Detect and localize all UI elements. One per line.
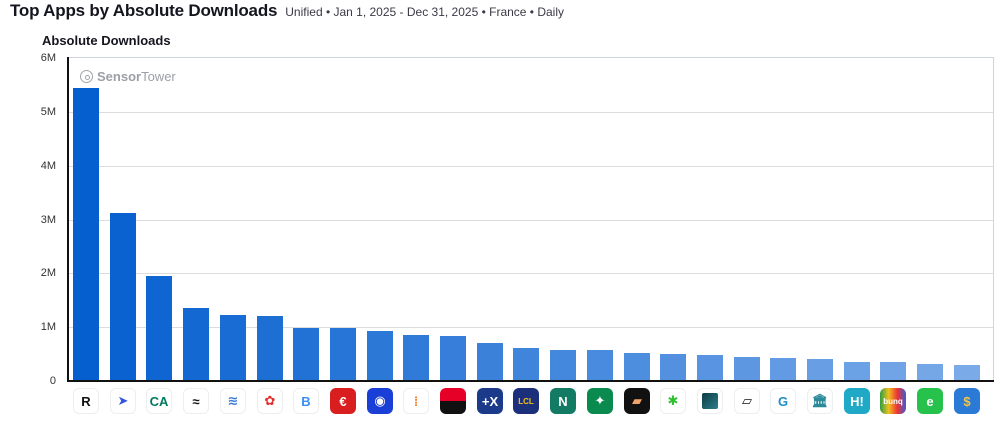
bar[interactable] [917, 364, 943, 381]
gridline [69, 112, 993, 113]
green-figure-app-icon[interactable]: ✱ [660, 388, 686, 414]
y-tick-label: 3M [40, 214, 56, 226]
caisse-epargne-icon[interactable]: € [330, 388, 356, 414]
bar[interactable] [844, 362, 870, 381]
blue-rounded-app-icon[interactable]: ◉ [367, 388, 393, 414]
plot-area [67, 57, 994, 382]
sensortower-watermark: Sensor Tower [80, 69, 176, 84]
bar[interactable] [73, 88, 99, 381]
bar[interactable] [183, 308, 209, 381]
lcl-icon[interactable]: LCL [513, 388, 539, 414]
banque-populaire-icon[interactable]: ≋ [220, 388, 246, 414]
bar[interactable] [734, 357, 760, 381]
bar[interactable] [660, 354, 686, 381]
hello-bank-icon[interactable]: H! [844, 388, 870, 414]
black-mark-app-icon[interactable]: ≈ [183, 388, 209, 414]
bar[interactable] [550, 350, 576, 381]
bar[interactable] [587, 350, 613, 381]
black-card-app-icon[interactable]: ▱ [734, 388, 760, 414]
bar[interactable] [624, 353, 650, 381]
societe-generale-icon[interactable] [440, 388, 466, 414]
bar[interactable] [477, 343, 503, 381]
gridline [69, 273, 993, 274]
bar[interactable] [954, 365, 980, 381]
bnp-paribas-icon[interactable]: ✦ [587, 388, 613, 414]
gridline [69, 327, 993, 328]
nickel-icon[interactable]: N [550, 388, 576, 414]
y-tick-label: 0 [49, 375, 56, 387]
credit-agricole-icon[interactable]: CA [146, 388, 172, 414]
x-axis [67, 380, 994, 382]
sensortower-logo-icon [80, 70, 93, 83]
report-subtitle: Unified • Jan 1, 2025 - Dec 31, 2025 • F… [285, 5, 565, 19]
bar[interactable] [807, 359, 833, 381]
y-tick-label: 5M [40, 106, 56, 118]
dark-teal-square-icon[interactable] [697, 388, 723, 414]
watermark-text-bold: Sensor [97, 69, 142, 84]
bar[interactable] [770, 358, 796, 381]
orange-dots-app-icon[interactable]: ⁞ [403, 388, 429, 414]
bar[interactable] [330, 328, 356, 381]
bar[interactable] [697, 355, 723, 381]
chart-title: Absolute Downloads [42, 33, 171, 48]
hello-plus-x-icon[interactable]: +X [477, 388, 503, 414]
bar[interactable] [220, 315, 246, 381]
y-tick-label: 6M [40, 52, 56, 64]
bar[interactable] [257, 316, 283, 381]
gold-crypto-app-icon[interactable]: $ [954, 388, 980, 414]
bar[interactable] [440, 336, 466, 381]
gridline [69, 220, 993, 221]
red-check-app-icon[interactable]: G [770, 388, 796, 414]
bar[interactable] [403, 335, 429, 381]
gridline [69, 166, 993, 167]
black-orange-app-icon[interactable]: ▰ [624, 388, 650, 414]
red-trefoil-app-icon[interactable]: ✿ [257, 388, 283, 414]
bar[interactable] [367, 331, 393, 381]
watermark-text-light: Tower [141, 69, 176, 84]
revolut-icon[interactable]: R [73, 388, 99, 414]
boursorama-icon[interactable]: B [293, 388, 319, 414]
bunq-icon[interactable]: bunq [880, 388, 906, 414]
y-tick-label: 4M [40, 160, 56, 172]
report-title: Top Apps by Absolute Downloads [10, 1, 278, 20]
arrow-app-icon[interactable]: ➤ [110, 388, 136, 414]
bar[interactable] [110, 213, 136, 381]
y-tick-label: 2M [40, 267, 56, 279]
bank-building-app-icon[interactable]: 🏛 [807, 388, 833, 414]
y-tick-label: 1M [40, 321, 56, 333]
bar[interactable] [293, 328, 319, 381]
report-header: Top Apps by Absolute Downloads Unified •… [10, 1, 564, 21]
bar[interactable] [146, 276, 172, 381]
y-axis [67, 57, 69, 382]
bar[interactable] [513, 348, 539, 381]
green-e-app-icon[interactable]: e [917, 388, 943, 414]
bar[interactable] [880, 362, 906, 381]
